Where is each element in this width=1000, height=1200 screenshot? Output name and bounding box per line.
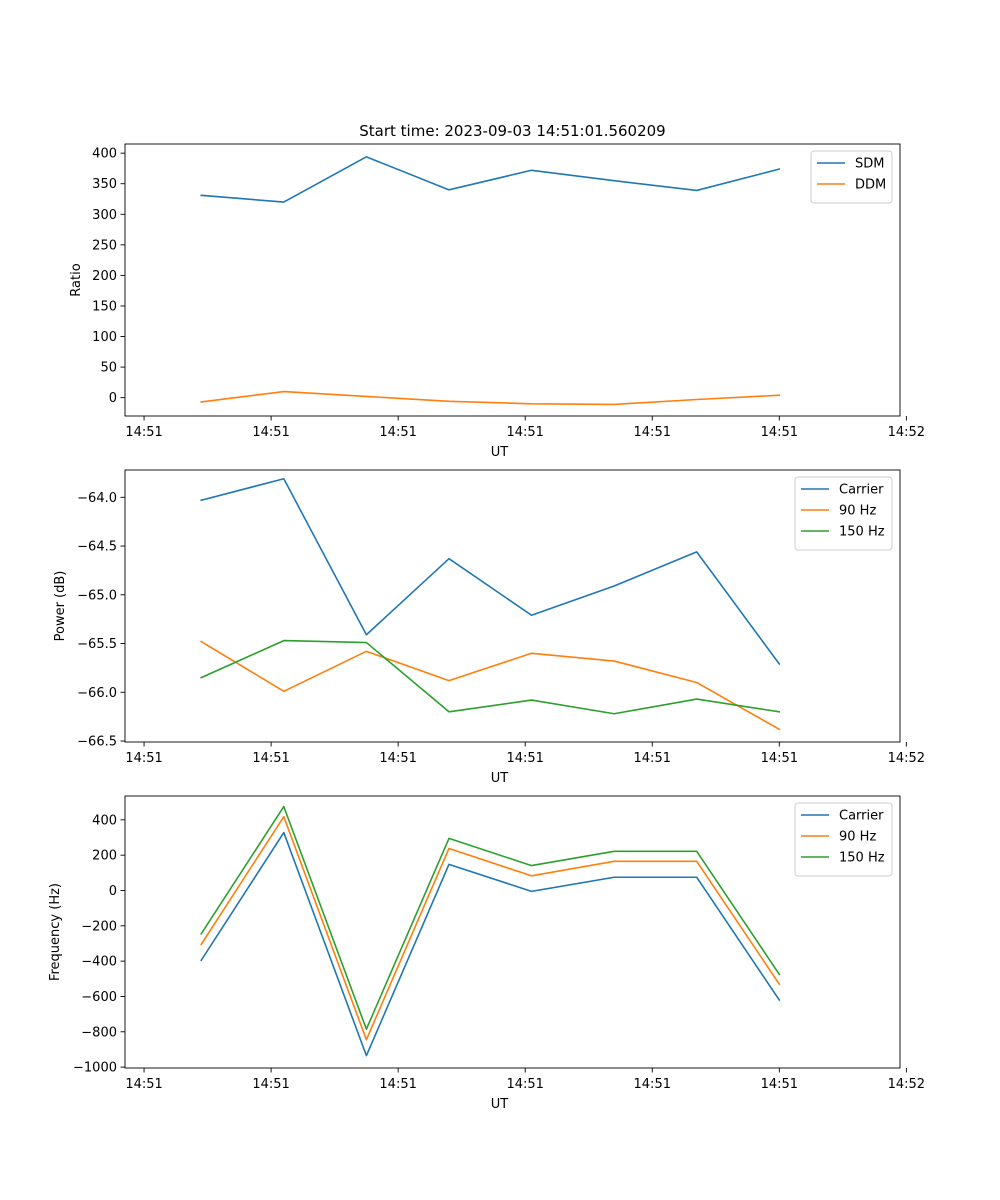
ratio-y-axis: 0 50 100 150 200 250 300 350 400 (92, 147, 125, 406)
power-y-axis-label: Power (dB) (53, 571, 68, 642)
power-y-tick-label: −64.0 (77, 491, 117, 506)
ratio-y-tick-label: 200 (92, 269, 117, 284)
ratio-x-tick-label: 14:51 (125, 425, 162, 440)
frequency-legend-label: 90 Hz (839, 830, 876, 845)
frequency-y-tick-label: −600 (81, 990, 117, 1005)
ratio-y-tick-label: 100 (92, 330, 117, 345)
power-plot: 14:51 14:51 14:51 14:51 14:51 14:51 14:52 UT −66… (53, 469, 925, 786)
power-x-tick-label: 14:51 (761, 751, 798, 766)
ratio-y-tick-label: 50 (100, 361, 117, 376)
power-legend: Carrier 90 Hz 150 Hz (794, 476, 893, 551)
ratio-y-tick-label: 0 (109, 391, 117, 406)
power-series-90-hz-line (200, 640, 781, 731)
power-axes-frame (124, 469, 901, 743)
power-x-tick-label: 14:51 (252, 751, 289, 766)
ratio-series-ddm-line (200, 390, 781, 406)
frequency-x-axis-label: UT (491, 1097, 509, 1112)
frequency-y-tick-label: −1000 (73, 1061, 117, 1076)
ratio-legend-box (810, 150, 893, 204)
ratio-series-sdm-line (200, 156, 781, 203)
figure-title: Start time: 2023-09-03 14:51:01.560209 (359, 122, 665, 140)
power-x-tick-label: 14:51 (125, 751, 162, 766)
power-legend-label: Carrier (839, 483, 884, 498)
power-legend-label: 90 Hz (839, 504, 876, 519)
frequency-y-tick-label: −200 (81, 919, 117, 934)
frequency-axes-frame (124, 795, 901, 1069)
frequency-series-carrier-line (200, 831, 781, 1057)
power-x-tick-label: 14:51 (634, 751, 671, 766)
ratio-x-tick-label: 14:51 (506, 425, 543, 440)
power-legend-label: 150 Hz (839, 525, 885, 540)
frequency-y-tick-label: 0 (109, 884, 117, 899)
power-x-tick-label: 14:51 (379, 751, 416, 766)
frequency-y-tick-label: 200 (92, 849, 117, 864)
frequency-y-tick-label: 400 (92, 813, 117, 828)
frequency-series-90-hz-line (200, 815, 781, 1041)
frequency-legend-label: Carrier (839, 809, 884, 824)
ratio-y-tick-label: 400 (92, 147, 117, 162)
frequency-x-axis: 14:51 14:51 14:51 14:51 14:51 14:51 14:52 (125, 1068, 925, 1092)
ratio-y-tick-label: 250 (92, 238, 117, 253)
ratio-x-tick-label: 14:51 (634, 425, 671, 440)
ratio-x-tick-label: 14:51 (761, 425, 798, 440)
ratio-x-tick-label: 14:51 (252, 425, 289, 440)
ratio-legend-label: SDM (855, 157, 884, 172)
power-y-axis: −66.5 −66.0 −65.5 −65.0 −64.5 −64.0 (77, 491, 125, 750)
power-y-tick-label: −65.5 (77, 637, 117, 652)
frequency-plot: 14:51 14:51 14:51 14:51 14:51 14:51 14:52 UT −10… (48, 795, 925, 1112)
frequency-legend: Carrier 90 Hz 150 Hz (794, 802, 893, 877)
frequency-x-tick-label: 14:51 (252, 1077, 289, 1092)
power-x-axis: 14:51 14:51 14:51 14:51 14:51 14:51 14:52 (125, 742, 925, 766)
power-y-tick-label: −66.0 (77, 686, 117, 701)
power-x-tick-label: 14:51 (506, 751, 543, 766)
frequency-legend-label: 150 Hz (839, 851, 885, 866)
ratio-legend: SDM DDM (810, 150, 893, 204)
frequency-x-tick-label: 14:51 (125, 1077, 162, 1092)
frequency-series-150-hz-line (200, 805, 781, 1030)
power-y-tick-label: −65.0 (77, 588, 117, 603)
ratio-y-axis-label: Ratio (69, 263, 84, 296)
frequency-x-tick-label: 14:51 (379, 1077, 416, 1092)
frequency-y-tick-label: −400 (81, 955, 117, 970)
frequency-x-tick-label: 14:51 (634, 1077, 671, 1092)
power-series-carrier-line (200, 477, 781, 666)
ratio-legend-label: DDM (855, 178, 886, 193)
ratio-x-axis: 14:51 14:51 14:51 14:51 14:51 14:51 14:52 (125, 416, 925, 440)
frequency-y-tick-label: −800 (81, 1025, 117, 1040)
ratio-x-tick-label: 14:52 (888, 425, 925, 440)
ratio-plot: 14:51 14:51 14:51 14:51 14:51 14:51 14:52 UT 0 50… (69, 143, 925, 460)
ratio-y-tick-label: 350 (92, 177, 117, 192)
ratio-axes-frame (124, 143, 901, 417)
ratio-x-tick-label: 14:51 (379, 425, 416, 440)
power-y-tick-label: −66.5 (77, 735, 117, 750)
ratio-x-axis-label: UT (491, 445, 509, 460)
ratio-y-tick-label: 300 (92, 208, 117, 223)
power-series-150-hz-line (200, 639, 781, 715)
frequency-x-tick-label: 14:52 (888, 1077, 925, 1092)
frequency-x-tick-label: 14:51 (506, 1077, 543, 1092)
frequency-y-axis-label: Frequency (Hz) (48, 883, 63, 981)
power-x-axis-label: UT (491, 771, 509, 786)
power-y-tick-label: −64.5 (77, 540, 117, 555)
frequency-y-axis: −1000 −800 −600 −400 −200 0 200 400 (73, 813, 125, 1076)
power-x-tick-label: 14:52 (888, 751, 925, 766)
ratio-y-tick-label: 150 (92, 299, 117, 314)
frequency-x-tick-label: 14:51 (761, 1077, 798, 1092)
